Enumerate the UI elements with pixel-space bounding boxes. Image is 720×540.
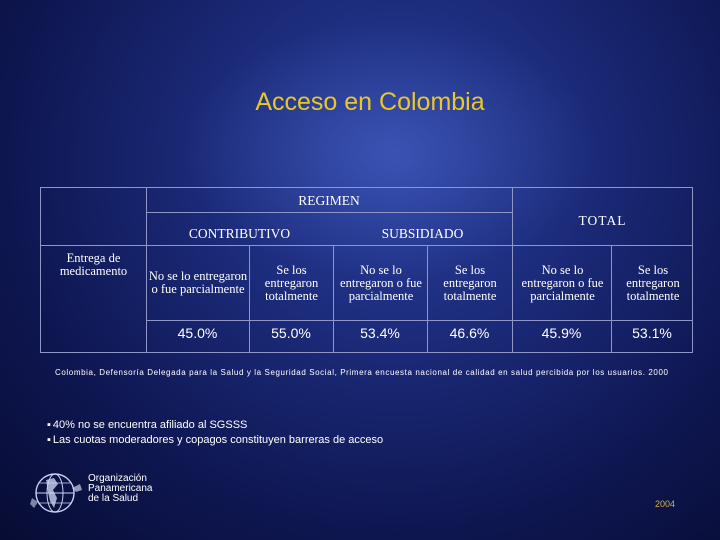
value-cell: 53.1% <box>632 325 672 341</box>
column-header: Se los entregaron totalmente <box>264 262 319 303</box>
value-cell: 55.0% <box>271 325 311 341</box>
table-divider <box>512 188 513 353</box>
value-cell: 46.6% <box>449 325 490 341</box>
table-divider <box>427 245 428 353</box>
value-cell: 45.9% <box>541 325 582 341</box>
contributivo-header: CONTRIBUTIVO <box>188 225 291 241</box>
slide-title: Acceso en Colombia <box>255 88 485 116</box>
organization-line: Panamericana <box>88 483 153 494</box>
access-table: REGIMEN CONTRIBUTIVO SUBSIDIADO TOTAL En… <box>40 187 693 353</box>
table-divider <box>146 188 147 353</box>
table-divider <box>249 245 250 353</box>
globe-logo-icon <box>30 473 82 513</box>
column-header: No se lo entregaron o fue parcialmente <box>521 262 604 303</box>
organization-line: de la Salud <box>88 493 139 504</box>
bullet-item: Las cuotas moderadores y copagos constit… <box>47 433 383 448</box>
organization-name: Organización Panamericana de la Salud <box>88 474 152 504</box>
column-header: No se lo entregaron o fue parcialmente <box>340 262 422 303</box>
source-note: Colombia, Defensoría Delegada para la Sa… <box>55 368 669 377</box>
column-header: Se los entregaron totalmente <box>626 262 680 303</box>
row-label: Entrega de medicamento <box>59 251 128 278</box>
value-cell: 45.0% <box>177 325 218 341</box>
year-label: 2004 <box>655 499 676 509</box>
organization-line: Organización <box>88 473 147 484</box>
value-cell: 53.4% <box>360 325 400 341</box>
subsidiado-header: SUBSIDIADO <box>381 225 464 241</box>
total-header: TOTAL <box>578 212 627 228</box>
column-header: No se lo entregaron o fue parcialmente <box>148 269 248 296</box>
bullet-list: 40% no se encuentra afiliado al SGSSS La… <box>47 418 383 448</box>
bullet-item: 40% no se encuentra afiliado al SGSSS <box>47 418 383 433</box>
table-divider <box>146 320 693 321</box>
table-divider <box>41 245 693 246</box>
table-divider <box>611 245 612 353</box>
background-glow <box>180 20 600 280</box>
table-divider <box>146 212 512 213</box>
column-header: Se los entregaron totalmente <box>443 262 497 303</box>
table-divider <box>333 245 334 353</box>
regimen-header: REGIMEN <box>298 192 360 208</box>
